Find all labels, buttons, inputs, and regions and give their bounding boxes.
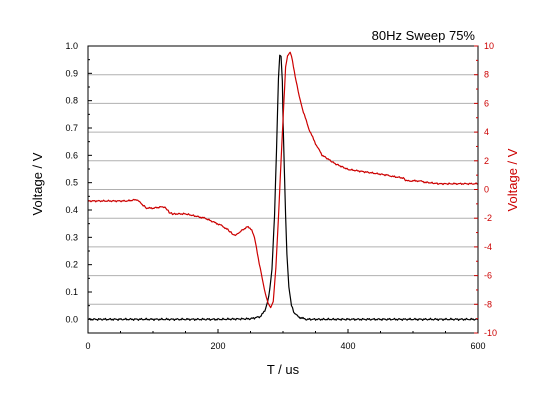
y-right-tick-label: 10 xyxy=(484,41,494,51)
chart-title: 80Hz Sweep 75% xyxy=(372,28,476,43)
y-left-axis-title: Voltage / V xyxy=(30,152,45,215)
y-left-tick-label: 0.8 xyxy=(65,96,78,106)
y-right-tick-label: 8 xyxy=(484,70,489,80)
y-right-tick-label: -2 xyxy=(484,213,492,223)
y-right-tick-label: 6 xyxy=(484,98,489,108)
y-left-tick-label: 0.0 xyxy=(65,314,78,324)
y-right-tick-label: 4 xyxy=(484,127,489,137)
y-right-tick-label: 2 xyxy=(484,156,489,166)
y-left-tick-label: 0.9 xyxy=(65,68,78,78)
x-tick-label: 0 xyxy=(85,341,90,351)
y-right-tick-label: -8 xyxy=(484,299,492,309)
y-right-tick-label: -4 xyxy=(484,242,492,252)
x-tick-label: 400 xyxy=(340,341,355,351)
x-tick-label: 600 xyxy=(470,341,485,351)
series-line-right xyxy=(87,51,479,309)
tick-layer: 0.0 0.1 0.2 0.3 0.4 0.5 0.6 0.7 0.8 0.9 1.0 -10 -8 -6… xyxy=(65,41,497,351)
y-right-tick-label: -10 xyxy=(484,328,497,338)
y-left-tick-label: 0.2 xyxy=(65,260,78,270)
x-axis-title: T / us xyxy=(267,362,300,377)
y-right-axis-title: Voltage / V xyxy=(505,148,520,211)
y-left-tick-label: 0.6 xyxy=(65,150,78,160)
y-left-tick-label: 0.3 xyxy=(65,232,78,242)
y-left-tick-label: 1.0 xyxy=(65,41,78,51)
series-layer xyxy=(87,51,479,322)
series-line-left xyxy=(87,54,479,322)
y-left-tick-label: 0.1 xyxy=(65,287,78,297)
grid-lines xyxy=(88,74,478,305)
y-left-tick-label: 0.4 xyxy=(65,205,78,215)
y-right-tick-label: 0 xyxy=(484,185,489,195)
y-left-tick-label: 0.7 xyxy=(65,123,78,133)
y-right-tick-label: -6 xyxy=(484,271,492,281)
y-left-tick-label: 0.5 xyxy=(65,178,78,188)
x-tick-label: 200 xyxy=(210,341,225,351)
